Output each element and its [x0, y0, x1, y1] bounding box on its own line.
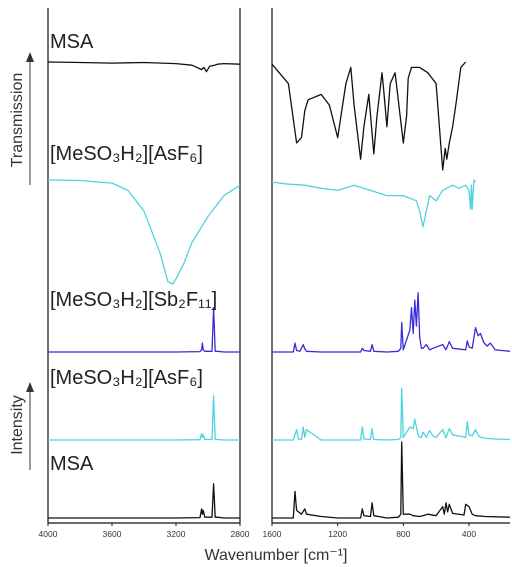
series-asf6_raman-right — [272, 387, 511, 441]
label-asf6-ir: [MeSO₃H₂][AsF₆] — [50, 143, 203, 165]
series-msa_raman-left — [48, 483, 240, 519]
x-tick-label-left: 3200 — [167, 529, 186, 539]
label-sb2f11-raman: [MeSO₃H₂][Sb₂F₁₁] — [50, 289, 217, 311]
x-tick-label-left: 3600 — [103, 529, 122, 539]
intensity-arrowhead — [26, 382, 34, 392]
series-asf6_raman-left — [48, 395, 240, 441]
x-tick-label-left: 2800 — [231, 529, 250, 539]
x-tick-label-right: 400 — [462, 529, 476, 539]
transmission-arrowhead — [26, 52, 34, 62]
series-msa_ir-right — [271, 61, 467, 171]
series-asf6_ir-left — [47, 179, 241, 285]
x-tick-label-right: 1200 — [328, 529, 347, 539]
axes-frame — [47, 8, 510, 524]
x-tick-label-left: 4000 — [39, 529, 58, 539]
series-sb2f11_raman-right — [272, 292, 511, 353]
series-msa_ir-left — [47, 61, 241, 73]
series-msa_raman-right — [272, 441, 511, 519]
y-label-transmission: Transmission — [9, 73, 26, 168]
label-msa-raman: MSA — [50, 453, 94, 475]
x-axis-label: Wavenumber [cm⁻¹] — [205, 547, 348, 564]
x-ticks: 4000 3600 3200 2800 1600 1200 800 400 — [39, 523, 476, 539]
x-tick-label-right: 800 — [396, 529, 410, 539]
series-sb2f11_raman-left — [48, 306, 240, 353]
spectra-lines — [47, 61, 511, 519]
series-asf6_ir-right — [271, 179, 477, 228]
y-axis-labels: Transmission Intensity — [9, 52, 34, 470]
y-label-intensity: Intensity — [9, 395, 26, 455]
x-tick-label-right: 1600 — [263, 529, 282, 539]
label-msa-ir: MSA — [50, 31, 94, 53]
label-asf6-raman: [MeSO₃H₂][AsF₆] — [50, 367, 203, 389]
series-labels: MSA [MeSO₃H₂][AsF₆] [MeSO₃H₂][Sb₂F₁₁] [M… — [50, 31, 217, 475]
